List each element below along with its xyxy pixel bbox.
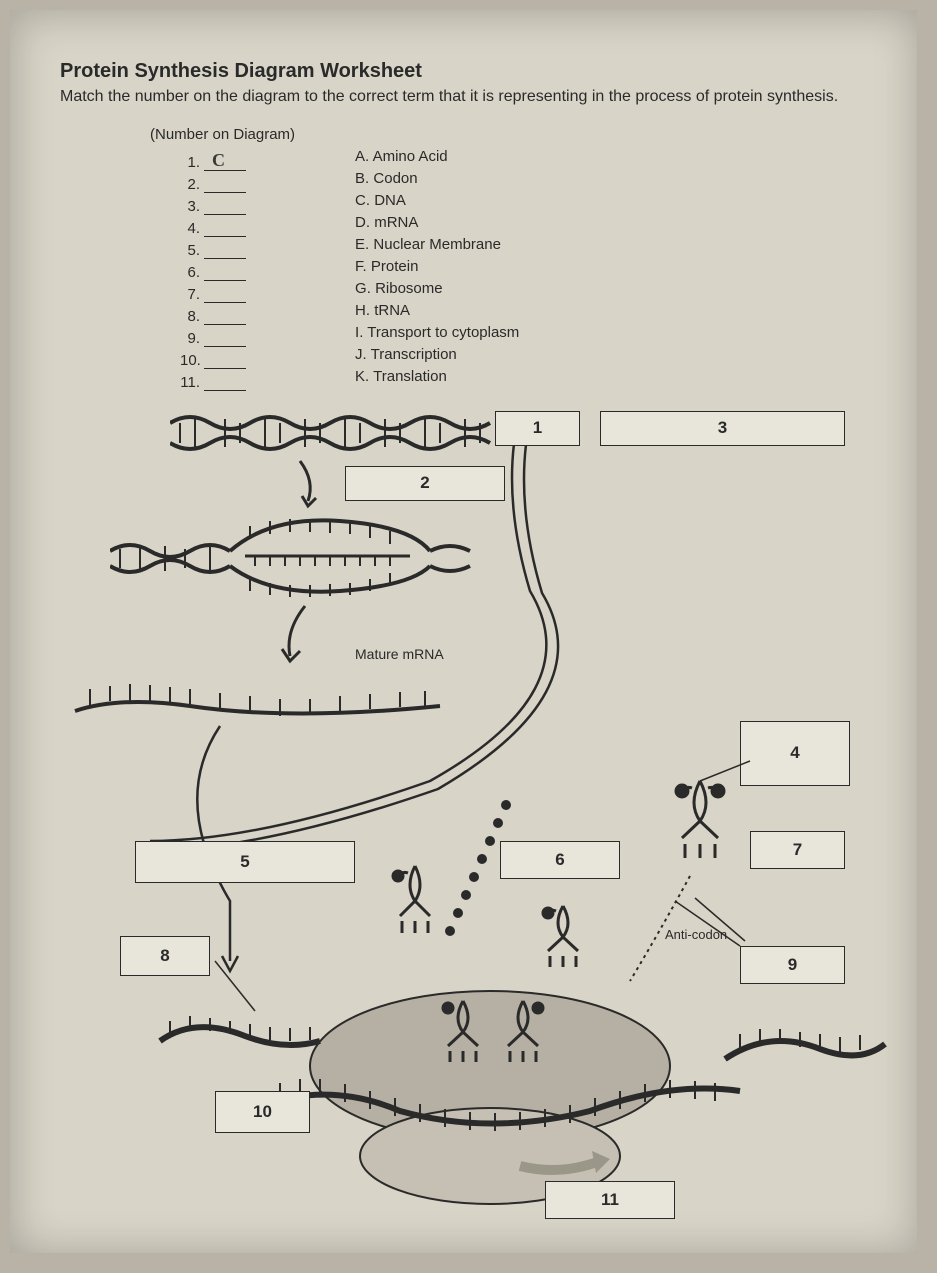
term-text: Codon: [373, 170, 417, 187]
trna-icon: [660, 776, 750, 886]
answer-number: 7.: [180, 286, 204, 303]
term-row: A. Amino Acid: [355, 148, 519, 170]
diagram-label-8: 8: [120, 936, 210, 976]
term-letter: C.: [355, 192, 370, 209]
trna-icon: [490, 996, 560, 1086]
term-row: J. Transcription: [355, 346, 519, 368]
term-text: Transport to cytoplasm: [367, 324, 519, 341]
answer-blank[interactable]: [204, 264, 246, 281]
answer-number: 6.: [180, 264, 204, 281]
answer-row: 10.: [180, 347, 295, 369]
diagram-label-3: 3: [600, 411, 845, 446]
answer-number: 2.: [180, 176, 204, 193]
term-row: I. Transport to cytoplasm: [355, 324, 519, 346]
anticodon-label: Anti-codon: [665, 927, 727, 942]
answer-row: 2.: [180, 171, 295, 193]
answer-number: 4.: [180, 220, 204, 237]
worksheet-page: Protein Synthesis Diagram Worksheet Matc…: [10, 10, 917, 1253]
term-row: F. Protein: [355, 258, 519, 280]
leader-line-icon: [210, 956, 270, 1026]
term-letter: F.: [355, 258, 367, 275]
term-text: Protein: [371, 258, 419, 275]
answer-blank[interactable]: [204, 220, 246, 237]
term-row: E. Nuclear Membrane: [355, 236, 519, 258]
terms-column: A. Amino Acid B. Codon C. DNA D. mRNA E.…: [355, 126, 519, 391]
diagram-label-7: 7: [750, 831, 845, 869]
diagram-label-6: 6: [500, 841, 620, 879]
answer-row: 5.: [180, 237, 295, 259]
diagram-label-9: 9: [740, 946, 845, 984]
worksheet-instructions: Match the number on the diagram to the c…: [60, 87, 867, 108]
mature-mrna-label: Mature mRNA: [355, 646, 444, 662]
handwritten-answer: C: [212, 150, 225, 171]
answer-number: 11.: [180, 374, 204, 391]
answer-number: 9.: [180, 330, 204, 347]
dna-helix-icon: [170, 411, 510, 461]
diagram-label-2: 2: [345, 466, 505, 501]
term-text: Transcription: [371, 346, 457, 363]
answer-row: 9.: [180, 325, 295, 347]
trna-icon: [530, 901, 600, 991]
numbers-column: (Number on Diagram) 1. C 2. 3. 4. 5.: [150, 126, 295, 391]
answer-row: 4.: [180, 215, 295, 237]
answer-row: 7.: [180, 281, 295, 303]
diagram-label-1: 1: [495, 411, 580, 446]
term-row: H. tRNA: [355, 302, 519, 324]
answer-row: 11.: [180, 369, 295, 391]
transcription-bubble-icon: [110, 511, 490, 601]
term-text: Nuclear Membrane: [373, 236, 501, 253]
worksheet-title: Protein Synthesis Diagram Worksheet: [60, 60, 867, 83]
numbers-heading: (Number on Diagram): [150, 126, 295, 143]
answer-blank[interactable]: [204, 198, 246, 215]
term-letter: H.: [355, 302, 370, 319]
answer-blank[interactable]: [204, 286, 246, 303]
term-row: B. Codon: [355, 170, 519, 192]
answer-blank[interactable]: C: [204, 154, 246, 171]
answer-blank[interactable]: [204, 176, 246, 193]
arrow-down-icon: [270, 601, 330, 671]
answer-blank[interactable]: [204, 352, 246, 369]
term-row: G. Ribosome: [355, 280, 519, 302]
answer-blank[interactable]: [204, 242, 246, 259]
answer-blank[interactable]: [204, 330, 246, 347]
diagram-label-5: 5: [135, 841, 355, 883]
leader-line-icon: [695, 756, 775, 786]
diagram-label-11: 11: [545, 1181, 675, 1219]
answer-number: 1.: [180, 154, 204, 171]
answer-row: 6.: [180, 259, 295, 281]
answer-row: 3.: [180, 193, 295, 215]
answer-row: 1. C: [180, 149, 295, 171]
answer-row: 8.: [180, 303, 295, 325]
term-text: mRNA: [374, 214, 418, 231]
answer-number: 5.: [180, 242, 204, 259]
term-text: Ribosome: [375, 280, 443, 297]
protein-synthesis-diagram: 1 2 3 4 5 6 7 8 9 10 11 Mature mRNA Anti…: [60, 411, 880, 1211]
diagram-label-10: 10: [215, 1091, 310, 1133]
term-text: Amino Acid: [373, 148, 448, 165]
term-text: tRNA: [374, 302, 410, 319]
term-letter: J.: [355, 346, 367, 363]
term-text: Translation: [373, 368, 447, 385]
mrna-tail-icon: [720, 1019, 890, 1079]
term-letter: K.: [355, 368, 369, 385]
trna-icon: [380, 861, 460, 961]
term-letter: A.: [355, 148, 369, 165]
term-letter: G.: [355, 280, 371, 297]
answer-number: 10.: [180, 352, 204, 369]
term-letter: E.: [355, 236, 369, 253]
term-letter: B.: [355, 170, 369, 187]
term-text: DNA: [374, 192, 406, 209]
answer-blank[interactable]: [204, 374, 246, 391]
arrow-down-icon: [280, 456, 340, 516]
matching-section: (Number on Diagram) 1. C 2. 3. 4. 5.: [150, 126, 867, 391]
term-row: C. DNA: [355, 192, 519, 214]
answer-blank[interactable]: [204, 308, 246, 325]
answer-number: 3.: [180, 198, 204, 215]
term-row: K. Translation: [355, 368, 519, 390]
term-row: D. mRNA: [355, 214, 519, 236]
term-letter: I.: [355, 324, 363, 341]
answer-number: 8.: [180, 308, 204, 325]
term-letter: D.: [355, 214, 370, 231]
